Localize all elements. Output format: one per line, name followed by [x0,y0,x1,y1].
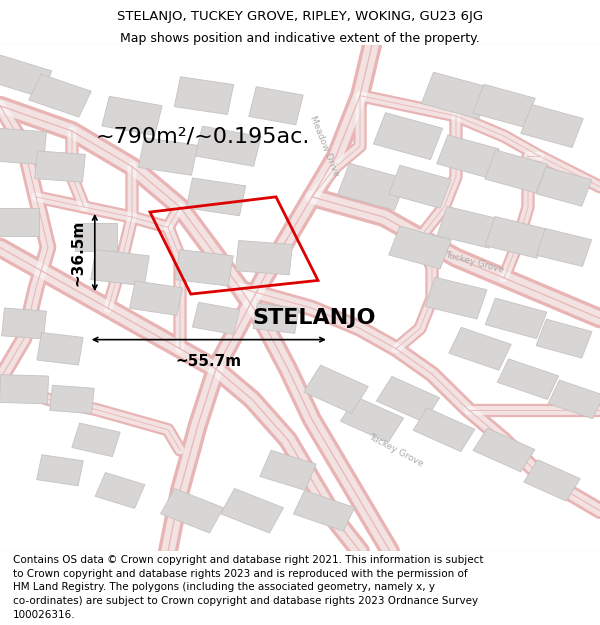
Polygon shape [497,359,559,399]
Text: Tuckey Grove: Tuckey Grove [367,432,425,468]
Polygon shape [174,77,234,114]
Polygon shape [175,249,233,286]
Text: ~790m²/~0.195ac.: ~790m²/~0.195ac. [96,126,310,146]
Polygon shape [485,216,547,258]
Polygon shape [195,126,261,166]
Text: HM Land Registry. The polygons (including the associated geometry, namely x, y: HM Land Registry. The polygons (includin… [13,582,435,592]
Text: ~36.5m: ~36.5m [71,219,86,286]
Polygon shape [536,168,592,206]
Text: STELANJO, TUCKEY GROVE, RIPLEY, WOKING, GU23 6JG: STELANJO, TUCKEY GROVE, RIPLEY, WOKING, … [117,10,483,23]
Polygon shape [524,460,580,501]
Polygon shape [0,208,39,236]
Text: to Crown copyright and database rights 2023 and is reproduced with the permissio: to Crown copyright and database rights 2… [13,569,468,579]
Text: ~55.7m: ~55.7m [176,354,242,369]
Polygon shape [37,332,83,365]
Polygon shape [536,319,592,358]
Polygon shape [389,226,451,269]
Text: 100026316.: 100026316. [13,609,76,619]
Polygon shape [253,303,299,333]
Polygon shape [376,376,440,423]
Polygon shape [193,302,239,334]
Polygon shape [130,281,182,316]
Polygon shape [221,489,283,533]
Polygon shape [138,138,198,175]
Polygon shape [260,450,316,490]
Polygon shape [340,397,404,442]
Text: STELANJO: STELANJO [252,308,376,328]
Text: Tuckey Grove: Tuckey Grove [443,251,505,275]
Polygon shape [536,229,592,266]
Polygon shape [293,491,355,531]
Polygon shape [437,135,499,178]
Polygon shape [102,96,162,136]
Polygon shape [37,455,83,486]
Polygon shape [485,298,547,339]
Text: Map shows position and indicative extent of the property.: Map shows position and indicative extent… [120,32,480,46]
Polygon shape [2,308,46,339]
Polygon shape [35,151,85,182]
Polygon shape [425,278,487,319]
Polygon shape [304,365,368,413]
Text: co-ordinates) are subject to Crown copyright and database rights 2023 Ordnance S: co-ordinates) are subject to Crown copyr… [13,596,478,606]
Polygon shape [521,104,583,148]
Polygon shape [75,224,117,251]
Polygon shape [437,206,499,248]
Polygon shape [50,385,94,414]
Polygon shape [0,374,49,404]
Polygon shape [91,249,149,286]
Polygon shape [29,74,91,117]
Polygon shape [485,150,547,193]
Polygon shape [473,84,535,127]
Polygon shape [413,408,475,452]
Polygon shape [236,241,292,275]
Polygon shape [449,328,511,370]
Polygon shape [389,165,451,208]
Text: Meadow Drive: Meadow Drive [308,114,340,178]
Polygon shape [337,163,407,210]
Polygon shape [161,489,223,533]
Polygon shape [0,128,47,164]
Polygon shape [421,72,491,119]
Polygon shape [548,380,600,419]
Polygon shape [72,423,120,457]
Text: Contains OS data © Crown copyright and database right 2021. This information is : Contains OS data © Crown copyright and d… [13,555,484,565]
Polygon shape [473,428,535,472]
Polygon shape [373,112,443,159]
Polygon shape [0,54,52,97]
Polygon shape [95,472,145,509]
Polygon shape [186,178,246,216]
Polygon shape [249,87,303,125]
